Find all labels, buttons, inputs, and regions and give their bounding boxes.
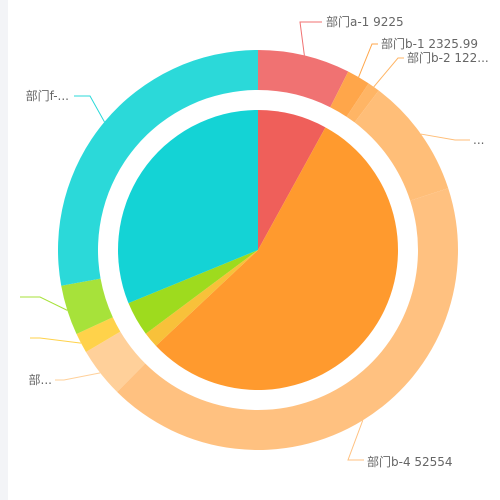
inner-slice-2[interactable] xyxy=(145,250,258,346)
slice-label-5: 部... xyxy=(29,372,52,387)
label-line-7 xyxy=(20,296,68,311)
outer-slice-2[interactable] xyxy=(346,83,379,123)
label-line-2 xyxy=(373,57,404,88)
inner-slice-0[interactable] xyxy=(258,110,326,250)
outer-slice-1[interactable] xyxy=(330,71,369,117)
outer-ring xyxy=(57,50,458,450)
inner-slice-1[interactable] xyxy=(155,127,398,390)
inner-slice-3[interactable] xyxy=(128,250,258,334)
slice-label-4: 部门b-4 52554 xyxy=(367,454,453,469)
inner-slice-4[interactable] xyxy=(118,110,258,304)
label-line-3 xyxy=(420,133,470,141)
label-line-1 xyxy=(358,43,378,78)
label-line-0 xyxy=(299,21,322,56)
outer-slice-4[interactable] xyxy=(117,188,458,450)
slice-label-3: ... xyxy=(473,133,484,147)
left-edge-strip xyxy=(0,0,8,500)
outer-slice-5[interactable] xyxy=(85,331,146,392)
outer-slice-3[interactable] xyxy=(354,90,449,201)
slice-label-8: 部门f-... xyxy=(26,88,69,103)
label-line-6 xyxy=(30,337,82,344)
outer-slice-8[interactable] xyxy=(57,50,258,286)
slice-label-1: 部门b-1 2325.99 xyxy=(381,36,478,51)
outer-slice-0[interactable] xyxy=(258,50,349,108)
slice-label-2: 部门b-2 122... xyxy=(407,50,489,65)
slice-label-0: 部门a-1 9225 xyxy=(326,14,404,29)
label-line-5 xyxy=(55,372,101,381)
outer-slice-7[interactable] xyxy=(61,278,113,335)
label-lines xyxy=(20,21,470,461)
outer-slice-6[interactable] xyxy=(76,317,121,352)
label-line-8 xyxy=(74,95,105,123)
inner-pie xyxy=(118,110,398,390)
label-line-4 xyxy=(347,420,364,461)
